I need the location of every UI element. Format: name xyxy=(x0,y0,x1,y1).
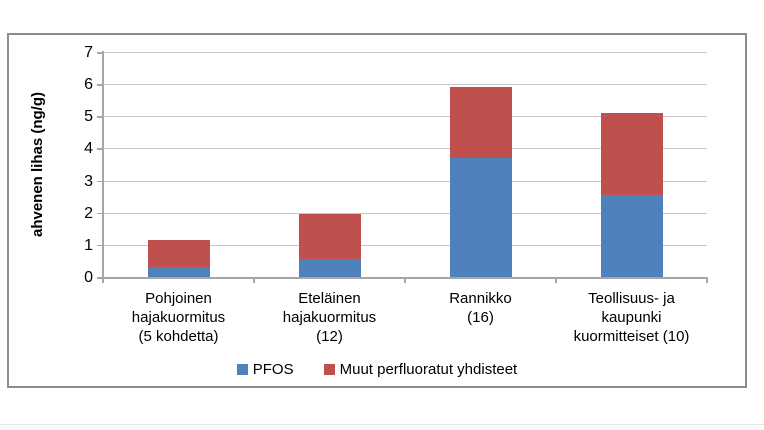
y-axis-line xyxy=(102,51,104,278)
bar-segment-muut xyxy=(449,87,512,159)
x-category-label-line: (16) xyxy=(467,309,494,326)
gridline xyxy=(103,180,707,182)
y-axis-tick xyxy=(97,148,103,150)
y-axis-tick xyxy=(97,84,103,86)
x-category-label-line: Teollisuus- ja xyxy=(588,290,675,307)
legend: PFOS Muut perfluoratut yhdisteet xyxy=(7,361,747,378)
gridline xyxy=(103,52,707,53)
bottom-divider xyxy=(0,424,764,425)
x-category-label: Eteläinen hajakuormitus (12) xyxy=(244,289,415,346)
bar-segment-pfos xyxy=(147,267,210,277)
y-axis-tick xyxy=(97,244,103,247)
x-category-label: Teollisuus- ja kaupunki kuormitteiset (10) xyxy=(546,289,717,346)
bar-segment-muut xyxy=(147,240,210,268)
bar-segment-pfos xyxy=(449,158,512,277)
x-axis-tick xyxy=(404,277,406,283)
y-tick-label: 6 xyxy=(84,76,93,94)
x-category-label: Pohjoinen hajakuormitus (5 kohdetta) xyxy=(93,289,264,346)
y-tick-label: 5 xyxy=(84,108,93,126)
y-tick-label: 7 xyxy=(84,44,93,61)
gridline xyxy=(103,84,707,86)
legend-item-pfos: PFOS xyxy=(236,361,294,378)
legend-label: PFOS xyxy=(252,361,294,378)
bar-segment-muut xyxy=(600,113,663,196)
gridline xyxy=(103,212,707,214)
y-tick-label: 0 xyxy=(84,269,93,286)
x-category-label-line: kuormitteiset (10) xyxy=(573,328,690,345)
x-category-label: Rannikko (16) xyxy=(395,289,566,327)
gridline xyxy=(103,116,707,118)
bottom-strip xyxy=(0,425,764,430)
bar-segment-muut xyxy=(298,214,361,260)
legend-swatch-icon xyxy=(323,364,335,375)
y-tick-label: 1 xyxy=(84,236,93,254)
y-tick-label: 2 xyxy=(84,204,93,222)
y-axis-tick xyxy=(97,180,103,183)
y-axis-tick xyxy=(97,116,103,118)
y-axis-title: ahvenen lihas (ng/g) xyxy=(20,52,56,277)
y-axis-tick xyxy=(97,212,103,215)
x-category-label-line: (5 kohdetta) xyxy=(138,328,219,345)
x-axis-tick xyxy=(706,277,708,283)
y-tick-label: 3 xyxy=(84,172,93,190)
x-category-label-line: hajakuormitus xyxy=(282,309,377,326)
legend-item-muut: Muut perfluoratut yhdisteet xyxy=(323,361,518,378)
y-tick-label: 4 xyxy=(84,140,93,158)
x-category-label-line: kaupunki xyxy=(601,309,662,326)
bar-segment-pfos xyxy=(298,259,361,277)
x-category-label-line: (12) xyxy=(316,328,343,345)
x-axis-tick xyxy=(555,277,557,283)
legend-label: Muut perfluoratut yhdisteet xyxy=(339,361,518,378)
x-category-label-line: Eteläinen xyxy=(298,290,361,307)
x-category-label-line: Pohjoinen xyxy=(145,290,212,307)
gridline xyxy=(103,148,707,150)
x-category-label-line: Rannikko xyxy=(449,290,512,307)
x-category-label-line: hajakuormitus xyxy=(131,309,226,326)
y-axis-tick xyxy=(97,52,103,54)
legend-swatch-icon xyxy=(236,364,248,375)
y-axis-title-text: ahvenen lihas (ng/g) xyxy=(29,91,47,238)
bar-segment-pfos xyxy=(600,195,663,277)
gridline xyxy=(103,244,707,246)
x-axis-tick xyxy=(102,277,104,283)
y-axis-tick xyxy=(97,277,103,279)
x-axis-tick xyxy=(253,277,255,283)
